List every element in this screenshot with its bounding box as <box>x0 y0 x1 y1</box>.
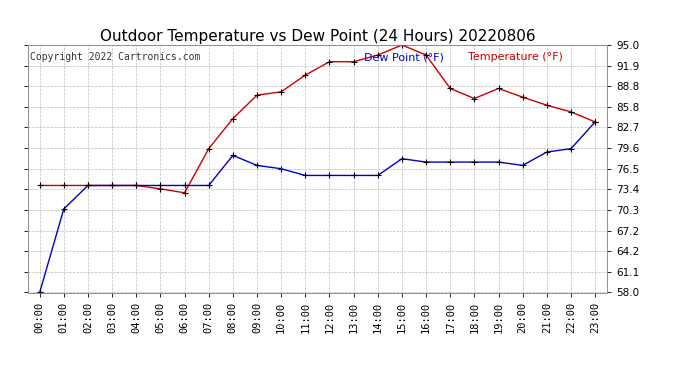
Title: Outdoor Temperature vs Dew Point (24 Hours) 20220806: Outdoor Temperature vs Dew Point (24 Hou… <box>99 29 535 44</box>
Text: Temperature (°F): Temperature (°F) <box>468 53 563 62</box>
Text: Copyright 2022 Cartronics.com: Copyright 2022 Cartronics.com <box>30 53 201 62</box>
Text: Dew Point (°F): Dew Point (°F) <box>364 53 444 62</box>
